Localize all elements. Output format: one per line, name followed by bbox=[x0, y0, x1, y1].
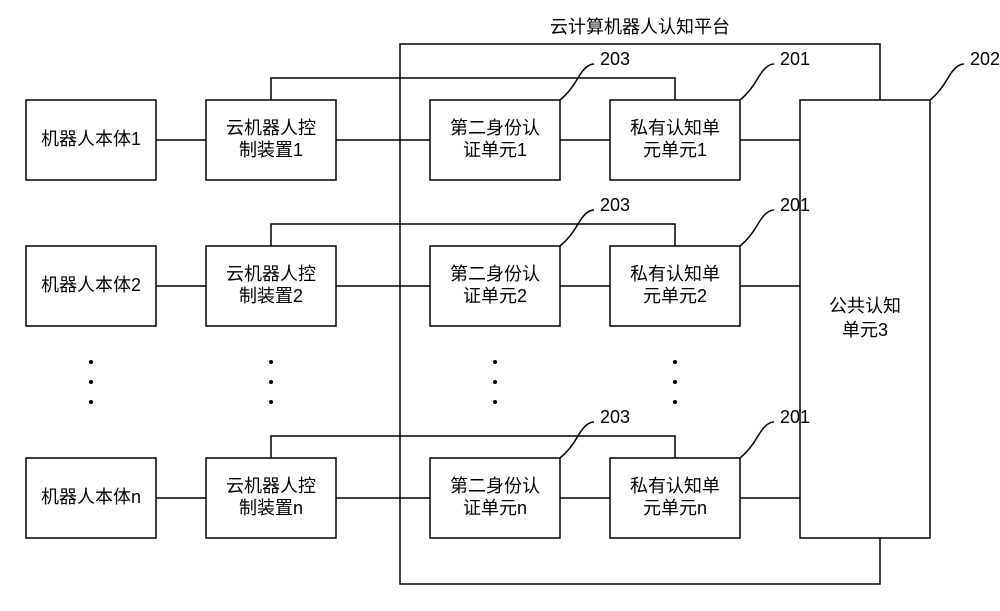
bypass-line-n bbox=[271, 436, 675, 458]
bypass-line-1 bbox=[271, 78, 675, 100]
svg-text:云机器人控: 云机器人控 bbox=[226, 264, 316, 284]
svg-text:203: 203 bbox=[600, 407, 630, 427]
ellipsis-dot bbox=[673, 400, 677, 404]
platform-title: 云计算机器人认知平台 bbox=[550, 17, 730, 37]
svg-text:证单元1: 证单元1 bbox=[463, 140, 527, 160]
svg-text:私有认知单: 私有认知单 bbox=[630, 476, 720, 496]
svg-text:制装置1: 制装置1 bbox=[239, 140, 303, 160]
bypass-line-2 bbox=[271, 224, 675, 246]
ellipsis-dot bbox=[89, 400, 93, 404]
svg-text:云机器人控: 云机器人控 bbox=[226, 476, 316, 496]
ellipsis-dot bbox=[269, 380, 273, 384]
svg-text:私有认知单: 私有认知单 bbox=[630, 264, 720, 284]
svg-text:机器人本体n: 机器人本体n bbox=[41, 487, 141, 507]
svg-text:云机器人控: 云机器人控 bbox=[226, 118, 316, 138]
svg-text:机器人本体1: 机器人本体1 bbox=[41, 129, 141, 149]
ellipsis-dot bbox=[673, 380, 677, 384]
ellipsis-dot bbox=[493, 380, 497, 384]
svg-text:制装置2: 制装置2 bbox=[239, 286, 303, 306]
svg-text:制装置n: 制装置n bbox=[239, 498, 303, 518]
ellipsis-dot bbox=[89, 380, 93, 384]
ellipsis-dot bbox=[269, 360, 273, 364]
svg-text:元单元2: 元单元2 bbox=[643, 286, 707, 306]
svg-text:第二身份认: 第二身份认 bbox=[450, 476, 540, 496]
svg-text:201: 201 bbox=[780, 407, 810, 427]
svg-text:201: 201 bbox=[780, 195, 810, 215]
svg-text:私有认知单: 私有认知单 bbox=[630, 118, 720, 138]
svg-text:证单元2: 证单元2 bbox=[463, 286, 527, 306]
svg-text:201: 201 bbox=[780, 49, 810, 69]
svg-text:203: 203 bbox=[600, 49, 630, 69]
ellipsis-dot bbox=[673, 360, 677, 364]
ellipsis-dot bbox=[493, 360, 497, 364]
svg-text:机器人本体2: 机器人本体2 bbox=[41, 275, 141, 295]
ellipsis-dot bbox=[269, 400, 273, 404]
svg-text:第二身份认: 第二身份认 bbox=[450, 264, 540, 284]
svg-text:第二身份认: 第二身份认 bbox=[450, 118, 540, 138]
svg-text:公共认知: 公共认知 bbox=[829, 296, 901, 316]
ellipsis-dot bbox=[89, 360, 93, 364]
ellipsis-dot bbox=[493, 400, 497, 404]
svg-text:元单元1: 元单元1 bbox=[643, 140, 707, 160]
svg-text:元单元n: 元单元n bbox=[643, 498, 707, 518]
svg-text:202: 202 bbox=[970, 49, 1000, 69]
svg-text:203: 203 bbox=[600, 195, 630, 215]
svg-text:单元3: 单元3 bbox=[842, 320, 888, 340]
svg-text:证单元n: 证单元n bbox=[463, 498, 527, 518]
